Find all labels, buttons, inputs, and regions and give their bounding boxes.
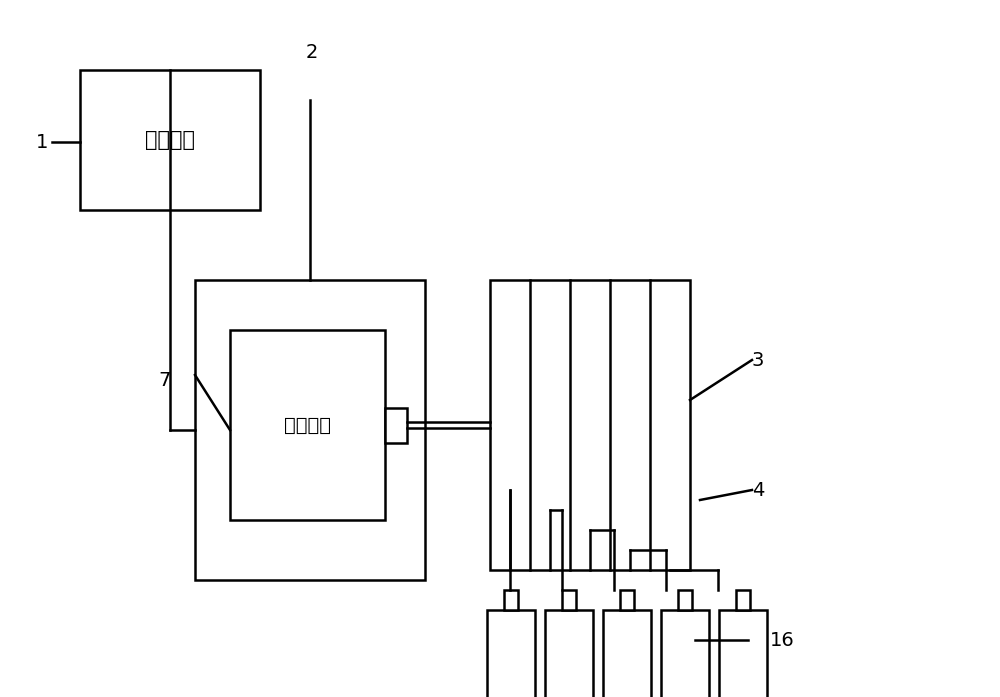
- Bar: [487, 610, 535, 697]
- Text: 3: 3: [752, 351, 764, 369]
- Text: 16: 16: [770, 631, 795, 650]
- Text: 4: 4: [752, 480, 764, 500]
- Text: 控制单元: 控制单元: [145, 130, 195, 150]
- Bar: [736, 590, 750, 610]
- Bar: [562, 590, 576, 610]
- Text: 1: 1: [36, 132, 48, 151]
- Text: 2: 2: [306, 43, 318, 61]
- Bar: [490, 280, 690, 570]
- Bar: [661, 610, 709, 697]
- Text: 7: 7: [159, 371, 171, 390]
- Bar: [80, 70, 260, 210]
- Bar: [545, 610, 593, 697]
- Bar: [230, 330, 385, 520]
- Bar: [385, 408, 407, 443]
- Bar: [620, 590, 634, 610]
- Bar: [678, 590, 692, 610]
- Text: 步进电机: 步进电机: [284, 415, 331, 434]
- Bar: [504, 590, 518, 610]
- Bar: [719, 610, 767, 697]
- Bar: [603, 610, 651, 697]
- Bar: [195, 280, 425, 580]
